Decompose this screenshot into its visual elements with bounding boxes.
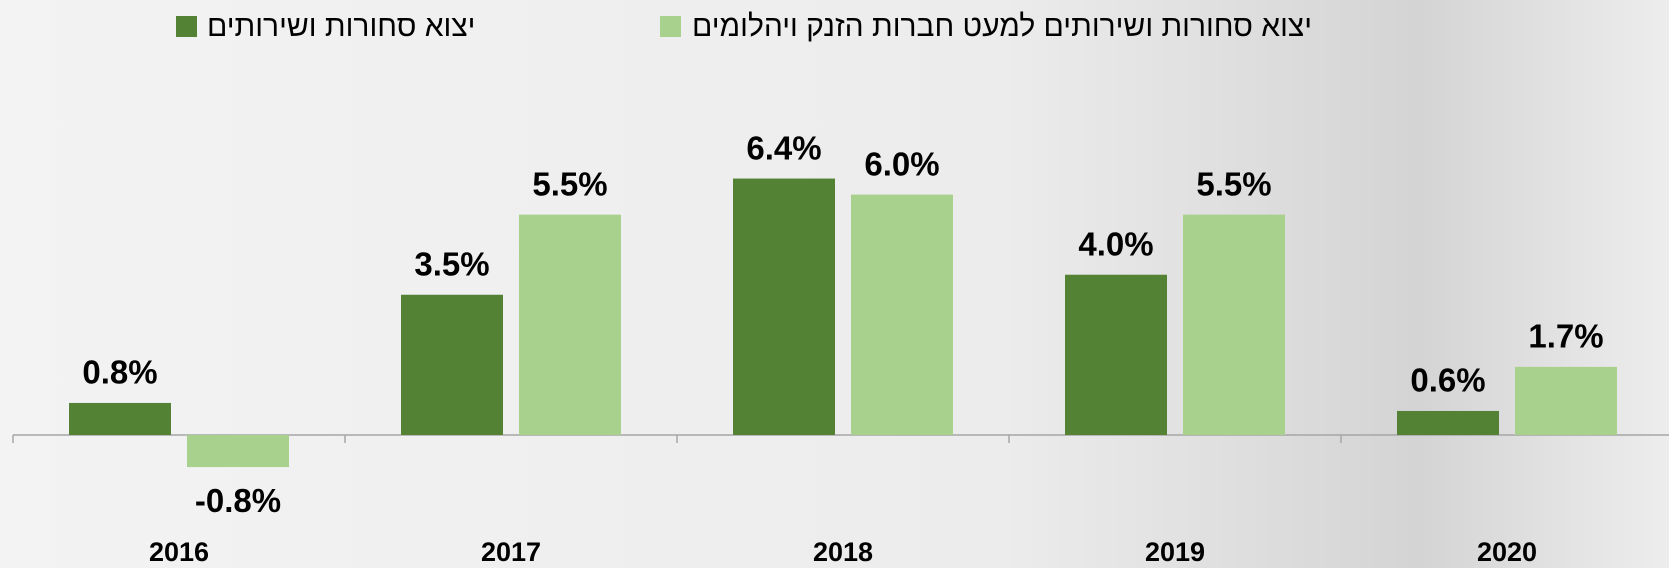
bar [1065, 275, 1167, 435]
data-label: 0.8% [82, 354, 157, 391]
x-tick-label: 2016 [149, 537, 209, 567]
data-label: 4.0% [1078, 225, 1153, 262]
bar [851, 195, 953, 435]
data-label: 1.7% [1528, 318, 1603, 355]
bar [1183, 215, 1285, 435]
bar [1515, 367, 1617, 435]
chart: יצוא סחורות ושירותים יצוא סחורות ושירותים… [0, 0, 1669, 568]
data-label: 0.6% [1410, 362, 1485, 399]
data-label: -0.8% [195, 482, 281, 519]
legend-label: יצוא סחורות ושירותים [207, 10, 475, 43]
x-tick-label: 2020 [1477, 537, 1537, 567]
bar [733, 179, 835, 435]
x-tick-label: 2017 [481, 537, 541, 567]
data-label: 5.5% [1196, 165, 1271, 202]
bar [69, 403, 171, 435]
bar [187, 435, 289, 467]
bar [1397, 411, 1499, 435]
data-label: 3.5% [414, 245, 489, 282]
legend-label: יצוא סחורות ושירותים למעט חברות הזנק ויה… [692, 10, 1312, 43]
x-tick-label: 2019 [1145, 537, 1205, 567]
legend-swatch [660, 16, 681, 37]
bar [401, 295, 503, 435]
data-label: 6.0% [864, 145, 939, 182]
data-label: 5.5% [532, 165, 607, 202]
data-label: 6.4% [746, 129, 821, 166]
x-tick-label: 2018 [813, 537, 873, 567]
legend-swatch [176, 16, 197, 37]
bar [519, 215, 621, 435]
